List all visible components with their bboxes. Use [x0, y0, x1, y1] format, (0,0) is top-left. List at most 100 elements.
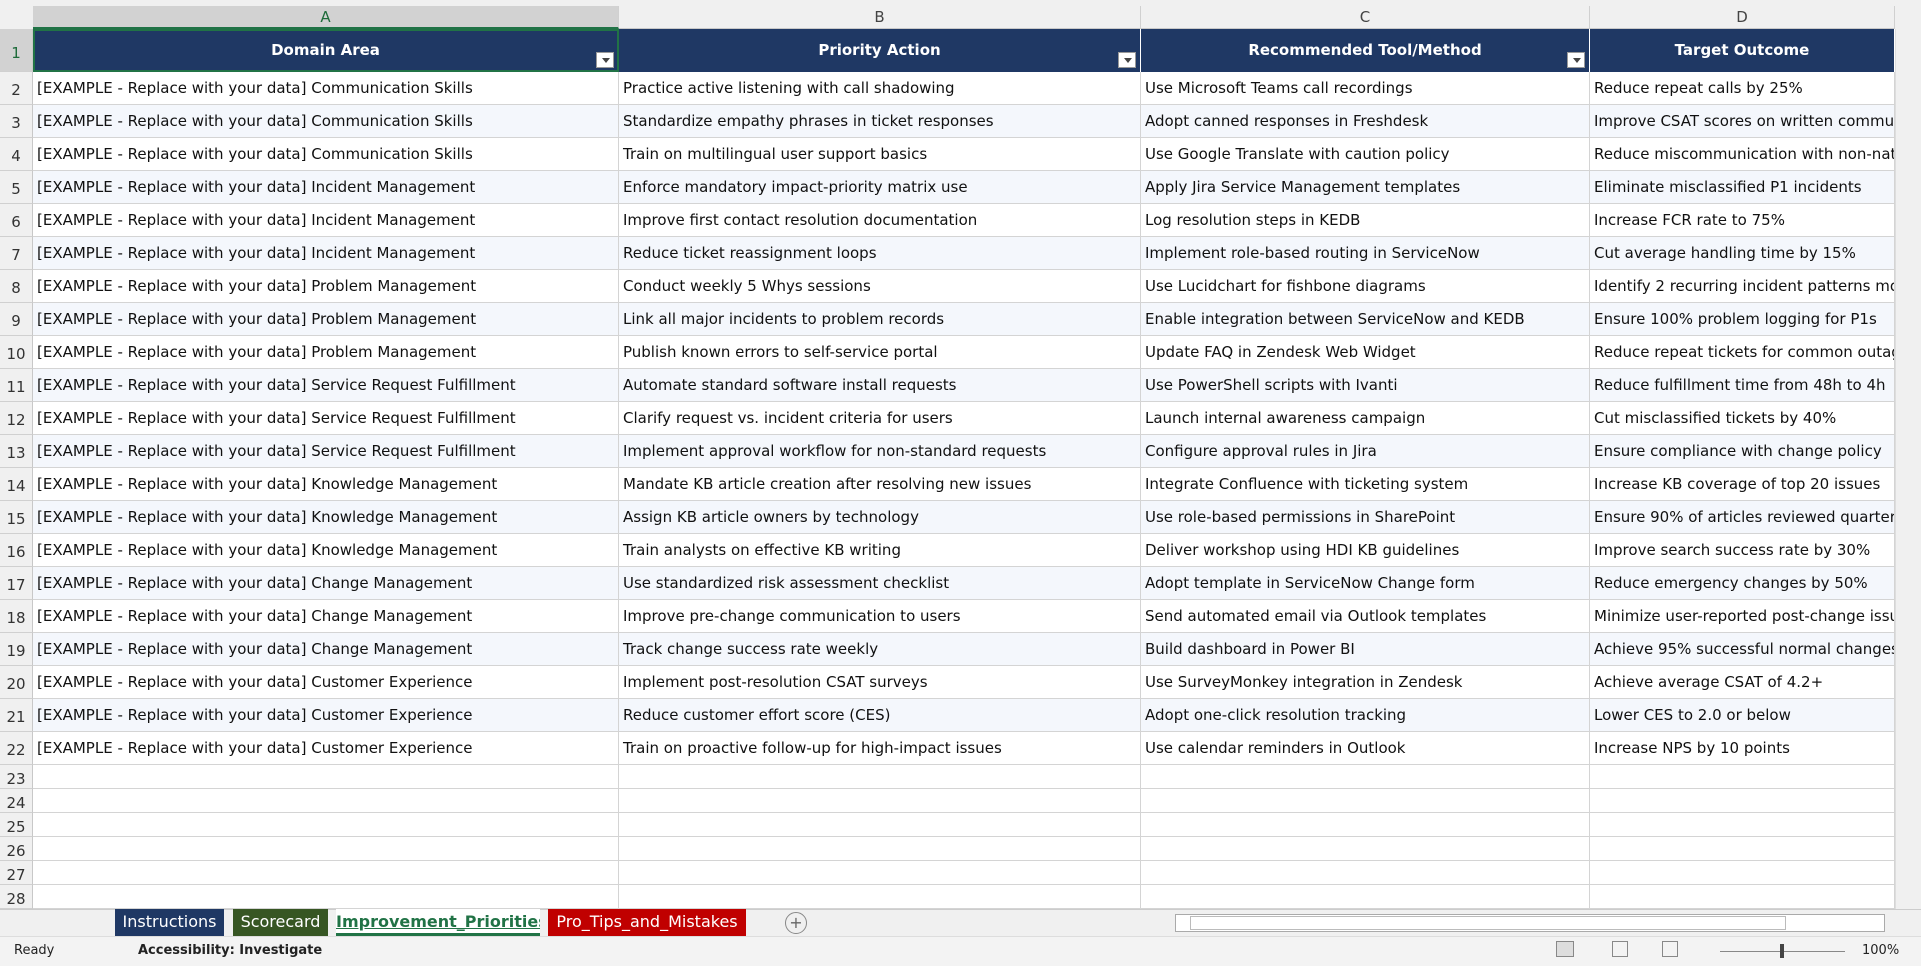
- page-break-button[interactable]: [1662, 941, 1678, 957]
- data-cell[interactable]: Use Microsoft Teams call recordings: [1141, 72, 1590, 105]
- row-number[interactable]: 4: [0, 138, 33, 171]
- data-cell[interactable]: Use role-based permissions in SharePoint: [1141, 501, 1590, 534]
- data-cell[interactable]: [EXAMPLE - Replace with your data] Probl…: [33, 270, 619, 303]
- data-cell[interactable]: Build dashboard in Power BI: [1141, 633, 1590, 666]
- data-cell[interactable]: [EXAMPLE - Replace with your data] Knowl…: [33, 501, 619, 534]
- data-cell[interactable]: Log resolution steps in KEDB: [1141, 204, 1590, 237]
- data-cell[interactable]: Track change success rate weekly: [619, 633, 1141, 666]
- data-cell[interactable]: Reduce customer effort score (CES): [619, 699, 1141, 732]
- data-cell[interactable]: Use standardized risk assessment checkli…: [619, 567, 1141, 600]
- row-number[interactable]: 27: [0, 861, 33, 885]
- data-cell[interactable]: Lower CES to 2.0 or below: [1590, 699, 1895, 732]
- data-cell[interactable]: Identify 2 recurring incident patterns m…: [1590, 270, 1895, 303]
- empty-cell[interactable]: [619, 789, 1141, 813]
- data-cell[interactable]: Implement approval workflow for non-stan…: [619, 435, 1141, 468]
- data-cell[interactable]: Reduce emergency changes by 50%: [1590, 567, 1895, 600]
- data-cell[interactable]: [EXAMPLE - Replace with your data] Chang…: [33, 567, 619, 600]
- header-cell[interactable]: Target Outcome: [1590, 29, 1895, 72]
- empty-cell[interactable]: [619, 885, 1141, 909]
- data-cell[interactable]: [EXAMPLE - Replace with your data] Incid…: [33, 237, 619, 270]
- row-number[interactable]: 24: [0, 789, 33, 813]
- data-cell[interactable]: Cut average handling time by 15%: [1590, 237, 1895, 270]
- data-cell[interactable]: Improve first contact resolution documen…: [619, 204, 1141, 237]
- data-cell[interactable]: [EXAMPLE - Replace with your data] Custo…: [33, 666, 619, 699]
- data-cell[interactable]: [EXAMPLE - Replace with your data] Servi…: [33, 369, 619, 402]
- data-cell[interactable]: Automate standard software install reque…: [619, 369, 1141, 402]
- data-cell[interactable]: [EXAMPLE - Replace with your data] Commu…: [33, 138, 619, 171]
- data-cell[interactable]: Achieve average CSAT of 4.2+: [1590, 666, 1895, 699]
- data-cell[interactable]: Mandate KB article creation after resolv…: [619, 468, 1141, 501]
- data-cell[interactable]: [EXAMPLE - Replace with your data] Servi…: [33, 435, 619, 468]
- data-cell[interactable]: [EXAMPLE - Replace with your data] Commu…: [33, 105, 619, 138]
- empty-cell[interactable]: [1141, 789, 1590, 813]
- row-number[interactable]: 3: [0, 105, 33, 138]
- data-cell[interactable]: Increase KB coverage of top 20 issues: [1590, 468, 1895, 501]
- data-cell[interactable]: Improve search success rate by 30%: [1590, 534, 1895, 567]
- empty-cell[interactable]: [33, 885, 619, 909]
- data-cell[interactable]: Train on multilingual user support basic…: [619, 138, 1141, 171]
- data-cell[interactable]: [EXAMPLE - Replace with your data] Servi…: [33, 402, 619, 435]
- row-number[interactable]: 18: [0, 600, 33, 633]
- data-cell[interactable]: Adopt template in ServiceNow Change form: [1141, 567, 1590, 600]
- row-number[interactable]: 2: [0, 72, 33, 105]
- data-cell[interactable]: Conduct weekly 5 Whys sessions: [619, 270, 1141, 303]
- empty-cell[interactable]: [619, 861, 1141, 885]
- empty-cell[interactable]: [1590, 837, 1895, 861]
- data-cell[interactable]: Reduce repeat tickets for common outag: [1590, 336, 1895, 369]
- data-cell[interactable]: Minimize user-reported post-change issue: [1590, 600, 1895, 633]
- zoom-thumb[interactable]: [1780, 944, 1784, 958]
- row-number[interactable]: 14: [0, 468, 33, 501]
- empty-cell[interactable]: [33, 837, 619, 861]
- data-cell[interactable]: Use Lucidchart for fishbone diagrams: [1141, 270, 1590, 303]
- data-cell[interactable]: [EXAMPLE - Replace with your data] Custo…: [33, 699, 619, 732]
- header-cell[interactable]: Recommended Tool/Method: [1141, 29, 1590, 72]
- row-number[interactable]: 6: [0, 204, 33, 237]
- data-cell[interactable]: Standardize empathy phrases in ticket re…: [619, 105, 1141, 138]
- data-cell[interactable]: [EXAMPLE - Replace with your data] Chang…: [33, 633, 619, 666]
- column-letter[interactable]: B: [619, 6, 1141, 29]
- data-cell[interactable]: [EXAMPLE - Replace with your data] Commu…: [33, 72, 619, 105]
- empty-cell[interactable]: [33, 813, 619, 837]
- data-cell[interactable]: Deliver workshop using HDI KB guidelines: [1141, 534, 1590, 567]
- data-cell[interactable]: Train on proactive follow-up for high-im…: [619, 732, 1141, 765]
- data-cell[interactable]: [EXAMPLE - Replace with your data] Probl…: [33, 336, 619, 369]
- accessibility-status[interactable]: Accessibility: Investigate: [138, 943, 323, 958]
- row-number[interactable]: 28: [0, 885, 33, 909]
- data-cell[interactable]: Use Google Translate with caution policy: [1141, 138, 1590, 171]
- empty-cell[interactable]: [33, 861, 619, 885]
- column-letter[interactable]: D: [1590, 6, 1895, 29]
- row-number[interactable]: 13: [0, 435, 33, 468]
- row-number[interactable]: 19: [0, 633, 33, 666]
- row-number[interactable]: 16: [0, 534, 33, 567]
- filter-button[interactable]: [1567, 52, 1585, 68]
- row-number[interactable]: 26: [0, 837, 33, 861]
- data-cell[interactable]: Use SurveyMonkey integration in Zendesk: [1141, 666, 1590, 699]
- data-cell[interactable]: Ensure 90% of articles reviewed quarterl…: [1590, 501, 1895, 534]
- normal-view-button[interactable]: [1556, 941, 1574, 957]
- data-cell[interactable]: Integrate Confluence with ticketing syst…: [1141, 468, 1590, 501]
- data-cell[interactable]: Reduce ticket reassignment loops: [619, 237, 1141, 270]
- data-cell[interactable]: Clarify request vs. incident criteria fo…: [619, 402, 1141, 435]
- column-letter[interactable]: C: [1141, 6, 1590, 29]
- empty-cell[interactable]: [1590, 789, 1895, 813]
- data-cell[interactable]: [EXAMPLE - Replace with your data] Custo…: [33, 732, 619, 765]
- vertical-scrollbar[interactable]: [1895, 29, 1921, 909]
- row-number[interactable]: 5: [0, 171, 33, 204]
- data-cell[interactable]: Enforce mandatory impact-priority matrix…: [619, 171, 1141, 204]
- data-cell[interactable]: [EXAMPLE - Replace with your data] Knowl…: [33, 534, 619, 567]
- data-cell[interactable]: Increase NPS by 10 points: [1590, 732, 1895, 765]
- empty-cell[interactable]: [1590, 861, 1895, 885]
- header-cell[interactable]: Priority Action: [619, 29, 1141, 72]
- data-cell[interactable]: [EXAMPLE - Replace with your data] Incid…: [33, 204, 619, 237]
- empty-cell[interactable]: [1141, 837, 1590, 861]
- sheet-tab[interactable]: Instructions: [115, 909, 224, 936]
- data-cell[interactable]: Adopt canned responses in Freshdesk: [1141, 105, 1590, 138]
- data-cell[interactable]: Adopt one-click resolution tracking: [1141, 699, 1590, 732]
- row-number[interactable]: 8: [0, 270, 33, 303]
- data-cell[interactable]: Use PowerShell scripts with Ivanti: [1141, 369, 1590, 402]
- data-cell[interactable]: Reduce repeat calls by 25%: [1590, 72, 1895, 105]
- data-cell[interactable]: Ensure 100% problem logging for P1s: [1590, 303, 1895, 336]
- data-cell[interactable]: Improve CSAT scores on written commun: [1590, 105, 1895, 138]
- data-cell[interactable]: Implement role-based routing in ServiceN…: [1141, 237, 1590, 270]
- row-number[interactable]: 1: [0, 29, 33, 72]
